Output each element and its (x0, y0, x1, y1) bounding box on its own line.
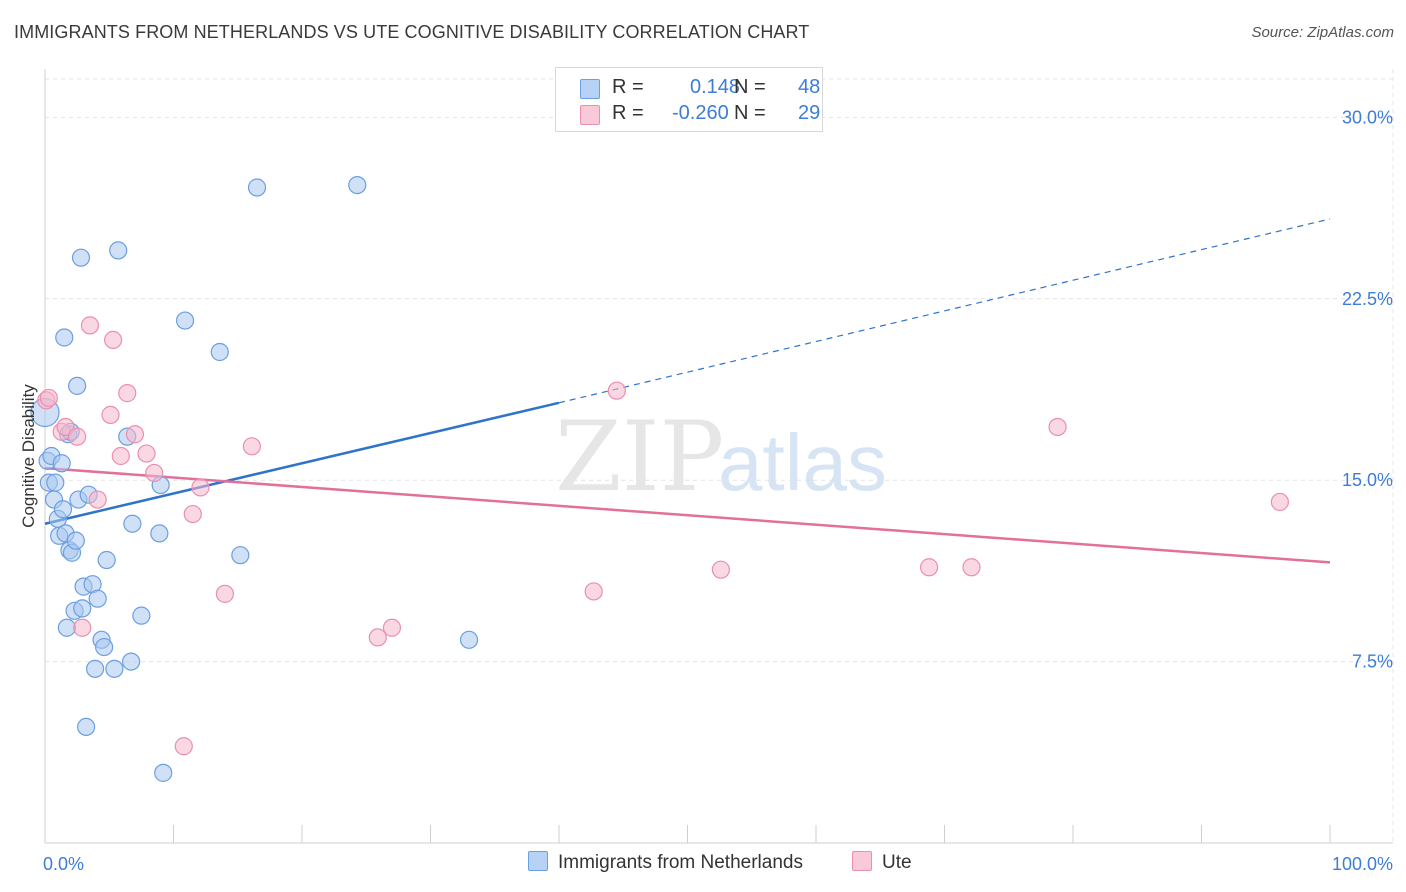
point-netherlands (68, 376, 87, 395)
point-netherlands (52, 454, 71, 473)
watermark-atlas: atlas (718, 418, 887, 507)
trendline-netherlands-extension (558, 218, 1331, 404)
point-netherlands (95, 637, 114, 657)
point-ute (382, 618, 402, 637)
point-ute (80, 316, 100, 335)
y-tick-label: 7.5% (1352, 652, 1393, 672)
point-netherlands (55, 328, 74, 347)
legend-n-label: N = (734, 76, 766, 98)
point-netherlands (121, 652, 141, 671)
legend-n-label: N = (734, 102, 766, 124)
trendline-netherlands (44, 401, 560, 525)
point-netherlands (46, 473, 65, 492)
point-netherlands (109, 241, 128, 260)
point-netherlands (105, 659, 124, 678)
point-ute (962, 558, 981, 577)
point-ute (607, 381, 626, 400)
trend-lines (44, 218, 1331, 564)
point-netherlands (348, 176, 367, 195)
x-tick-label: 0.0% (43, 854, 84, 874)
point-ute (56, 417, 75, 437)
bottom-legend-label: Ute (882, 852, 912, 873)
point-ute (88, 490, 107, 509)
point-ute (118, 384, 137, 403)
legend-r-value: -0.260 (672, 102, 729, 124)
correlation-legend: R = 0.148 N = 48 R = -0.260 N = 29 (555, 67, 823, 132)
point-netherlands (459, 630, 479, 649)
legend-r-label: R = (612, 102, 644, 124)
y-tick-labels: 7.5% 15.0% 22.5% 30.0% (1342, 107, 1393, 671)
point-ute (174, 737, 193, 756)
point-netherlands (132, 606, 151, 625)
bottom-legend-swatch-pink (852, 851, 872, 871)
point-ute (1270, 492, 1289, 512)
bottom-legend-swatch-blue (528, 851, 548, 871)
point-netherlands (97, 550, 116, 570)
y-tick-label: 15.0% (1342, 470, 1393, 490)
point-netherlands (88, 589, 107, 608)
point-netherlands (57, 618, 76, 637)
point-netherlands (73, 599, 92, 618)
y-tick-label: 22.5% (1342, 289, 1393, 309)
y-tick-label: 30.0% (1342, 107, 1393, 127)
legend-n-value: 29 (798, 102, 821, 124)
point-ute (145, 463, 164, 483)
point-netherlands (123, 514, 142, 533)
point-ute (368, 628, 387, 647)
point-ute (919, 558, 939, 577)
point-ute (101, 405, 120, 424)
source-label: Source: ZipAtlas.com (1251, 24, 1394, 41)
point-netherlands (86, 659, 105, 678)
grid-lines (45, 69, 1394, 843)
point-ute (711, 560, 731, 579)
point-netherlands (150, 524, 169, 543)
y-axis-label: Cognitive Disability (19, 384, 38, 528)
point-netherlands (175, 311, 195, 330)
data-points (30, 176, 1289, 782)
point-netherlands (66, 531, 85, 550)
legend-n-value: 48 (798, 76, 821, 98)
bottom-legend-ute: Ute (852, 851, 912, 874)
trendline-ute (44, 466, 1331, 564)
bottom-legend-label: Immigrants from Netherlands (558, 852, 803, 873)
x-tick-labels: 0.0% 100.0% (43, 854, 1393, 874)
point-ute (1048, 417, 1067, 437)
point-ute (39, 388, 58, 408)
point-netherlands (71, 248, 91, 267)
chart-title: IMMIGRANTS FROM NETHERLANDS VS UTE COGNI… (14, 22, 810, 42)
point-ute (73, 618, 92, 637)
legend-r-value: 0.148 (690, 76, 741, 98)
legend-swatch-blue (580, 79, 600, 99)
bottom-legend-netherlands: Immigrants from Netherlands (528, 851, 803, 874)
legend-swatch-pink (580, 105, 600, 125)
legend-r-label: R = (612, 76, 644, 98)
point-netherlands (154, 763, 173, 782)
point-ute (242, 437, 261, 456)
point-ute (137, 444, 156, 463)
x-tick-label: 100.0% (1332, 854, 1393, 874)
point-ute (584, 582, 603, 601)
point-ute (111, 446, 130, 466)
point-netherlands (247, 178, 267, 197)
point-ute (191, 478, 210, 497)
point-ute (68, 427, 87, 446)
point-netherlands (210, 342, 229, 362)
point-netherlands (53, 500, 73, 519)
point-ute (215, 584, 234, 603)
watermark-zip: ZIP (555, 401, 724, 513)
point-netherlands (231, 546, 250, 565)
watermark: ZIP atlas (555, 401, 887, 513)
point-netherlands (77, 717, 96, 737)
point-ute (125, 425, 145, 444)
point-ute (183, 504, 202, 524)
point-ute (104, 330, 123, 349)
